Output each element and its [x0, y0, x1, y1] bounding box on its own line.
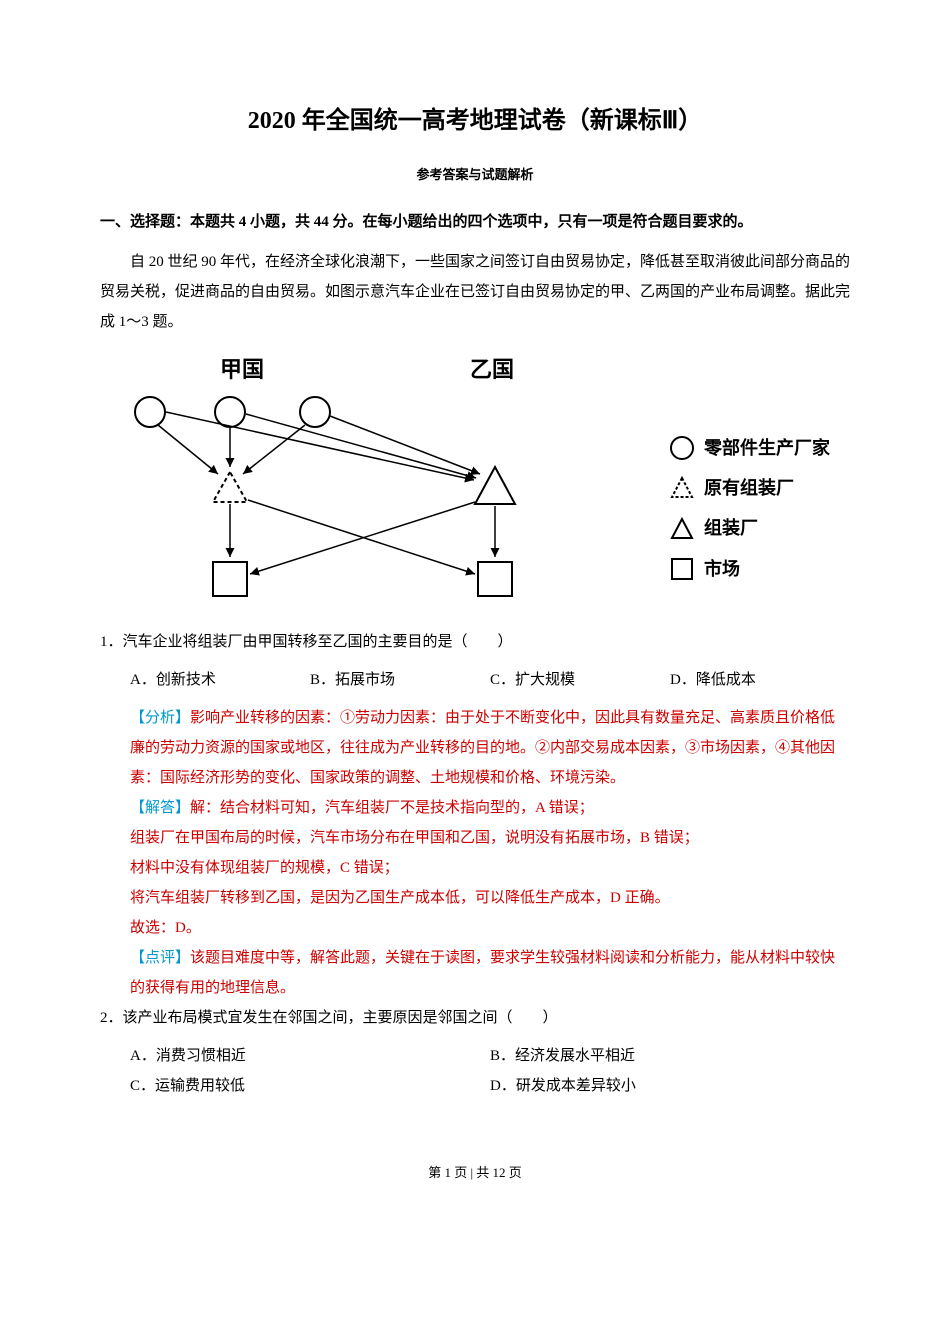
market-legend-icon	[668, 555, 696, 583]
legend-item: 组装厂	[668, 512, 830, 544]
original-assembly-icon	[213, 472, 247, 502]
question-text: 汽车企业将组装厂由甲国转移至乙国的主要目的是（ ）	[123, 634, 513, 650]
question-number: 2．	[100, 1010, 123, 1026]
country-a-label: 甲国	[220, 357, 264, 382]
answer-final: 故选：D。	[100, 913, 850, 943]
legend-item: 原有组装厂	[668, 472, 830, 504]
parts-factory-icon	[135, 397, 165, 427]
answer-line-1: 解：结合材料可知，汽车组装厂不是技术指向型的，A 错误；	[190, 800, 594, 816]
parts-factory-legend-icon	[668, 434, 696, 462]
arrow-line	[248, 500, 475, 574]
option-d: D．研发成本差异较小	[490, 1071, 850, 1101]
comment-block: 【点评】该题目难度中等，解答此题，关键在于读图，要求学生较强材料阅读和分析能力，…	[100, 943, 850, 1003]
answer-label: 【解答】	[130, 800, 190, 816]
parts-factory-icon	[300, 397, 330, 427]
exam-subtitle: 参考答案与试题解析	[100, 163, 850, 186]
legend-label: 市场	[704, 553, 740, 585]
option-a: A．创新技术	[130, 665, 310, 695]
intro-paragraph: 自 20 世纪 90 年代，在经济全球化浪潮下，一些国家之间签订自由贸易协定，降…	[100, 247, 850, 337]
arrow-line	[158, 425, 218, 474]
legend-label: 原有组装厂	[704, 472, 794, 504]
option-c: C．运输费用较低	[130, 1071, 490, 1101]
option-b: B．拓展市场	[310, 665, 490, 695]
option-d: D．降低成本	[670, 665, 850, 695]
analysis-label: 【分析】	[130, 710, 190, 726]
option-b: B．经济发展水平相近	[490, 1041, 850, 1071]
question-2-options: A．消费习惯相近 B．经济发展水平相近 C．运输费用较低 D．研发成本差异较小	[100, 1041, 850, 1101]
assembly-legend-icon	[668, 515, 696, 543]
market-icon	[478, 562, 512, 596]
answer-line-4: 将汽车组装厂转移到乙国，是因为乙国生产成本低，可以降低生产成本，D 正确。	[100, 883, 850, 913]
legend-label: 组装厂	[704, 512, 758, 544]
section-header: 一、选择题：本题共 4 小题，共 44 分。在每小题给出的四个选项中，只有一项是…	[100, 207, 850, 237]
question-number: 1．	[100, 634, 123, 650]
arrow-line	[246, 414, 476, 478]
answer-line-3: 材料中没有体现组装厂的规模，C 错误；	[100, 853, 850, 883]
legend: 零部件生产厂家 原有组装厂 组装厂 市场	[668, 432, 830, 594]
country-b-label: 乙国	[470, 357, 514, 382]
legend-item: 零部件生产厂家	[668, 432, 830, 464]
assembly-icon	[475, 467, 515, 504]
legend-label: 零部件生产厂家	[704, 432, 830, 464]
market-icon	[213, 562, 247, 596]
diagram: 甲国 乙国	[100, 352, 850, 612]
analysis-block: 【分析】影响产业转移的因素：①劳动力因素：由于处于不断变化中，因此具有数量充足、…	[100, 703, 850, 793]
option-c: C．扩大规模	[490, 665, 670, 695]
question-1: 1．汽车企业将组装厂由甲国转移至乙国的主要目的是（ ）	[100, 627, 850, 657]
parts-factory-icon	[215, 397, 245, 427]
exam-title: 2020 年全国统一高考地理试卷（新课标Ⅲ）	[100, 100, 850, 143]
answer-block: 【解答】解：结合材料可知，汽车组装厂不是技术指向型的，A 错误；	[100, 793, 850, 823]
answer-line-2: 组装厂在甲国布局的时候，汽车市场分布在甲国和乙国，说明没有拓展市场，B 错误；	[100, 823, 850, 853]
comment-label: 【点评】	[130, 950, 190, 966]
analysis-text: 影响产业转移的因素：①劳动力因素：由于处于不断变化中，因此具有数量充足、高素质且…	[130, 710, 835, 786]
arrow-line	[243, 425, 305, 474]
legend-item: 市场	[668, 553, 830, 585]
option-a: A．消费习惯相近	[130, 1041, 490, 1071]
question-text: 该产业布局模式宜发生在邻国之间，主要原因是邻国之间（ ）	[123, 1010, 558, 1026]
question-2: 2．该产业布局模式宜发生在邻国之间，主要原因是邻国之间（ ）	[100, 1003, 850, 1033]
original-assembly-legend-icon	[668, 474, 696, 502]
page-footer: 第 1 页 | 共 12 页	[100, 1161, 850, 1184]
comment-text: 该题目难度中等，解答此题，关键在于读图，要求学生较强材料阅读和分析能力，能从材料…	[130, 950, 835, 996]
question-1-options: A．创新技术 B．拓展市场 C．扩大规模 D．降低成本	[100, 665, 850, 695]
